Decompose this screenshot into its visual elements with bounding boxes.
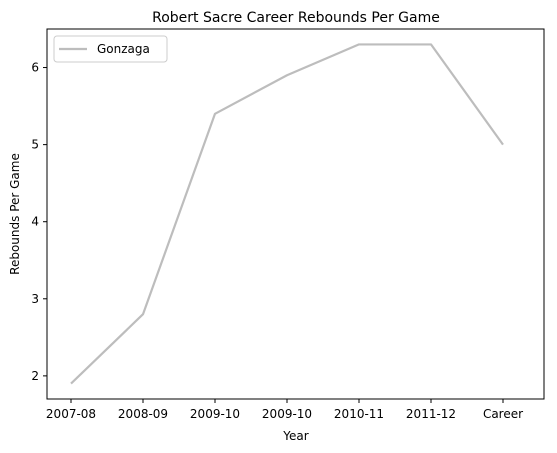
series-layer (70, 43, 504, 385)
y-tick-label: 2 (31, 369, 39, 383)
x-tick-label: 2011-12 (406, 407, 456, 421)
legend: Gonzaga (53, 35, 168, 63)
y-tick-label: 6 (31, 61, 39, 75)
x-axis: 2007-08 2008-09 2009-10 2009-10 2010-11 2011-… (46, 399, 523, 421)
x-tick-label: 2007-08 (46, 407, 96, 421)
x-tick-label: 2010-11 (334, 407, 384, 421)
x-axis-label: Year (282, 429, 308, 443)
series-line-0 (70, 43, 504, 385)
x-tick-label: 2008-09 (118, 407, 168, 421)
y-axis-label: Rebounds Per Game (8, 153, 22, 275)
y-tick-label: 5 (31, 138, 39, 152)
y-tick-label: 4 (31, 215, 39, 229)
x-tick-label: Career (483, 407, 523, 421)
x-tick-label: 2009-10 (262, 407, 312, 421)
y-axis: 2 3 4 5 6 (31, 61, 47, 383)
legend-frame (53, 35, 168, 63)
legend-label: Gonzaga (97, 42, 150, 56)
y-tick-label: 3 (31, 292, 39, 306)
chart-title: Robert Sacre Career Rebounds Per Game (152, 10, 440, 26)
plot-frame (46, 28, 545, 400)
x-tick-label: 2009-10 (190, 407, 240, 421)
